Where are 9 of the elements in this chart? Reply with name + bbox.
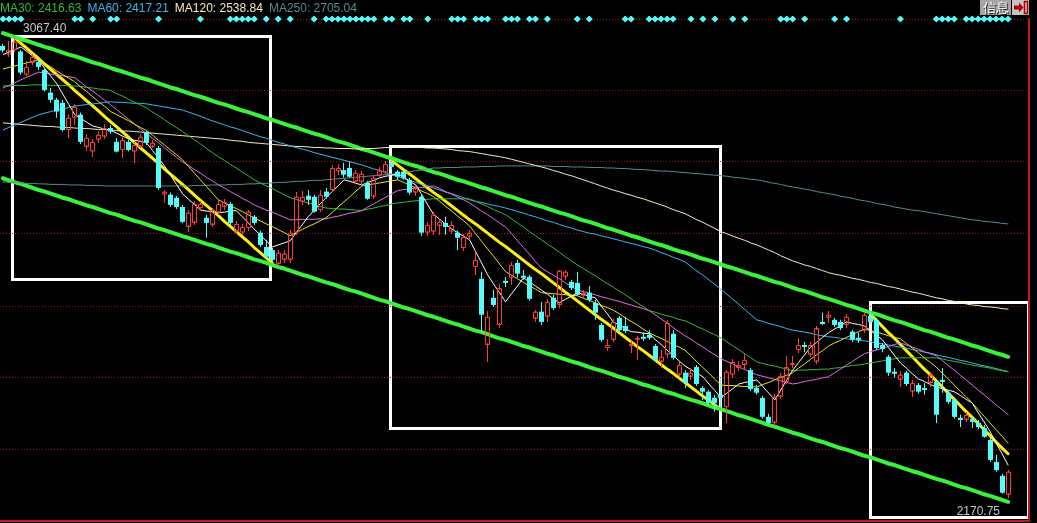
text: 2170.75 <box>956 504 1001 519</box>
text: MA250: 2705.04 <box>268 1 357 15</box>
text: 3067.40 <box>22 21 67 36</box>
text: MA120: 2538.84 <box>174 1 263 15</box>
candlestick <box>718 377 723 408</box>
text: MA30: 2416.63 <box>0 1 82 15</box>
info-button: 信息 <box>980 0 1011 15</box>
text: MA60: 2417.21 <box>87 1 169 15</box>
candlestick <box>940 368 945 393</box>
